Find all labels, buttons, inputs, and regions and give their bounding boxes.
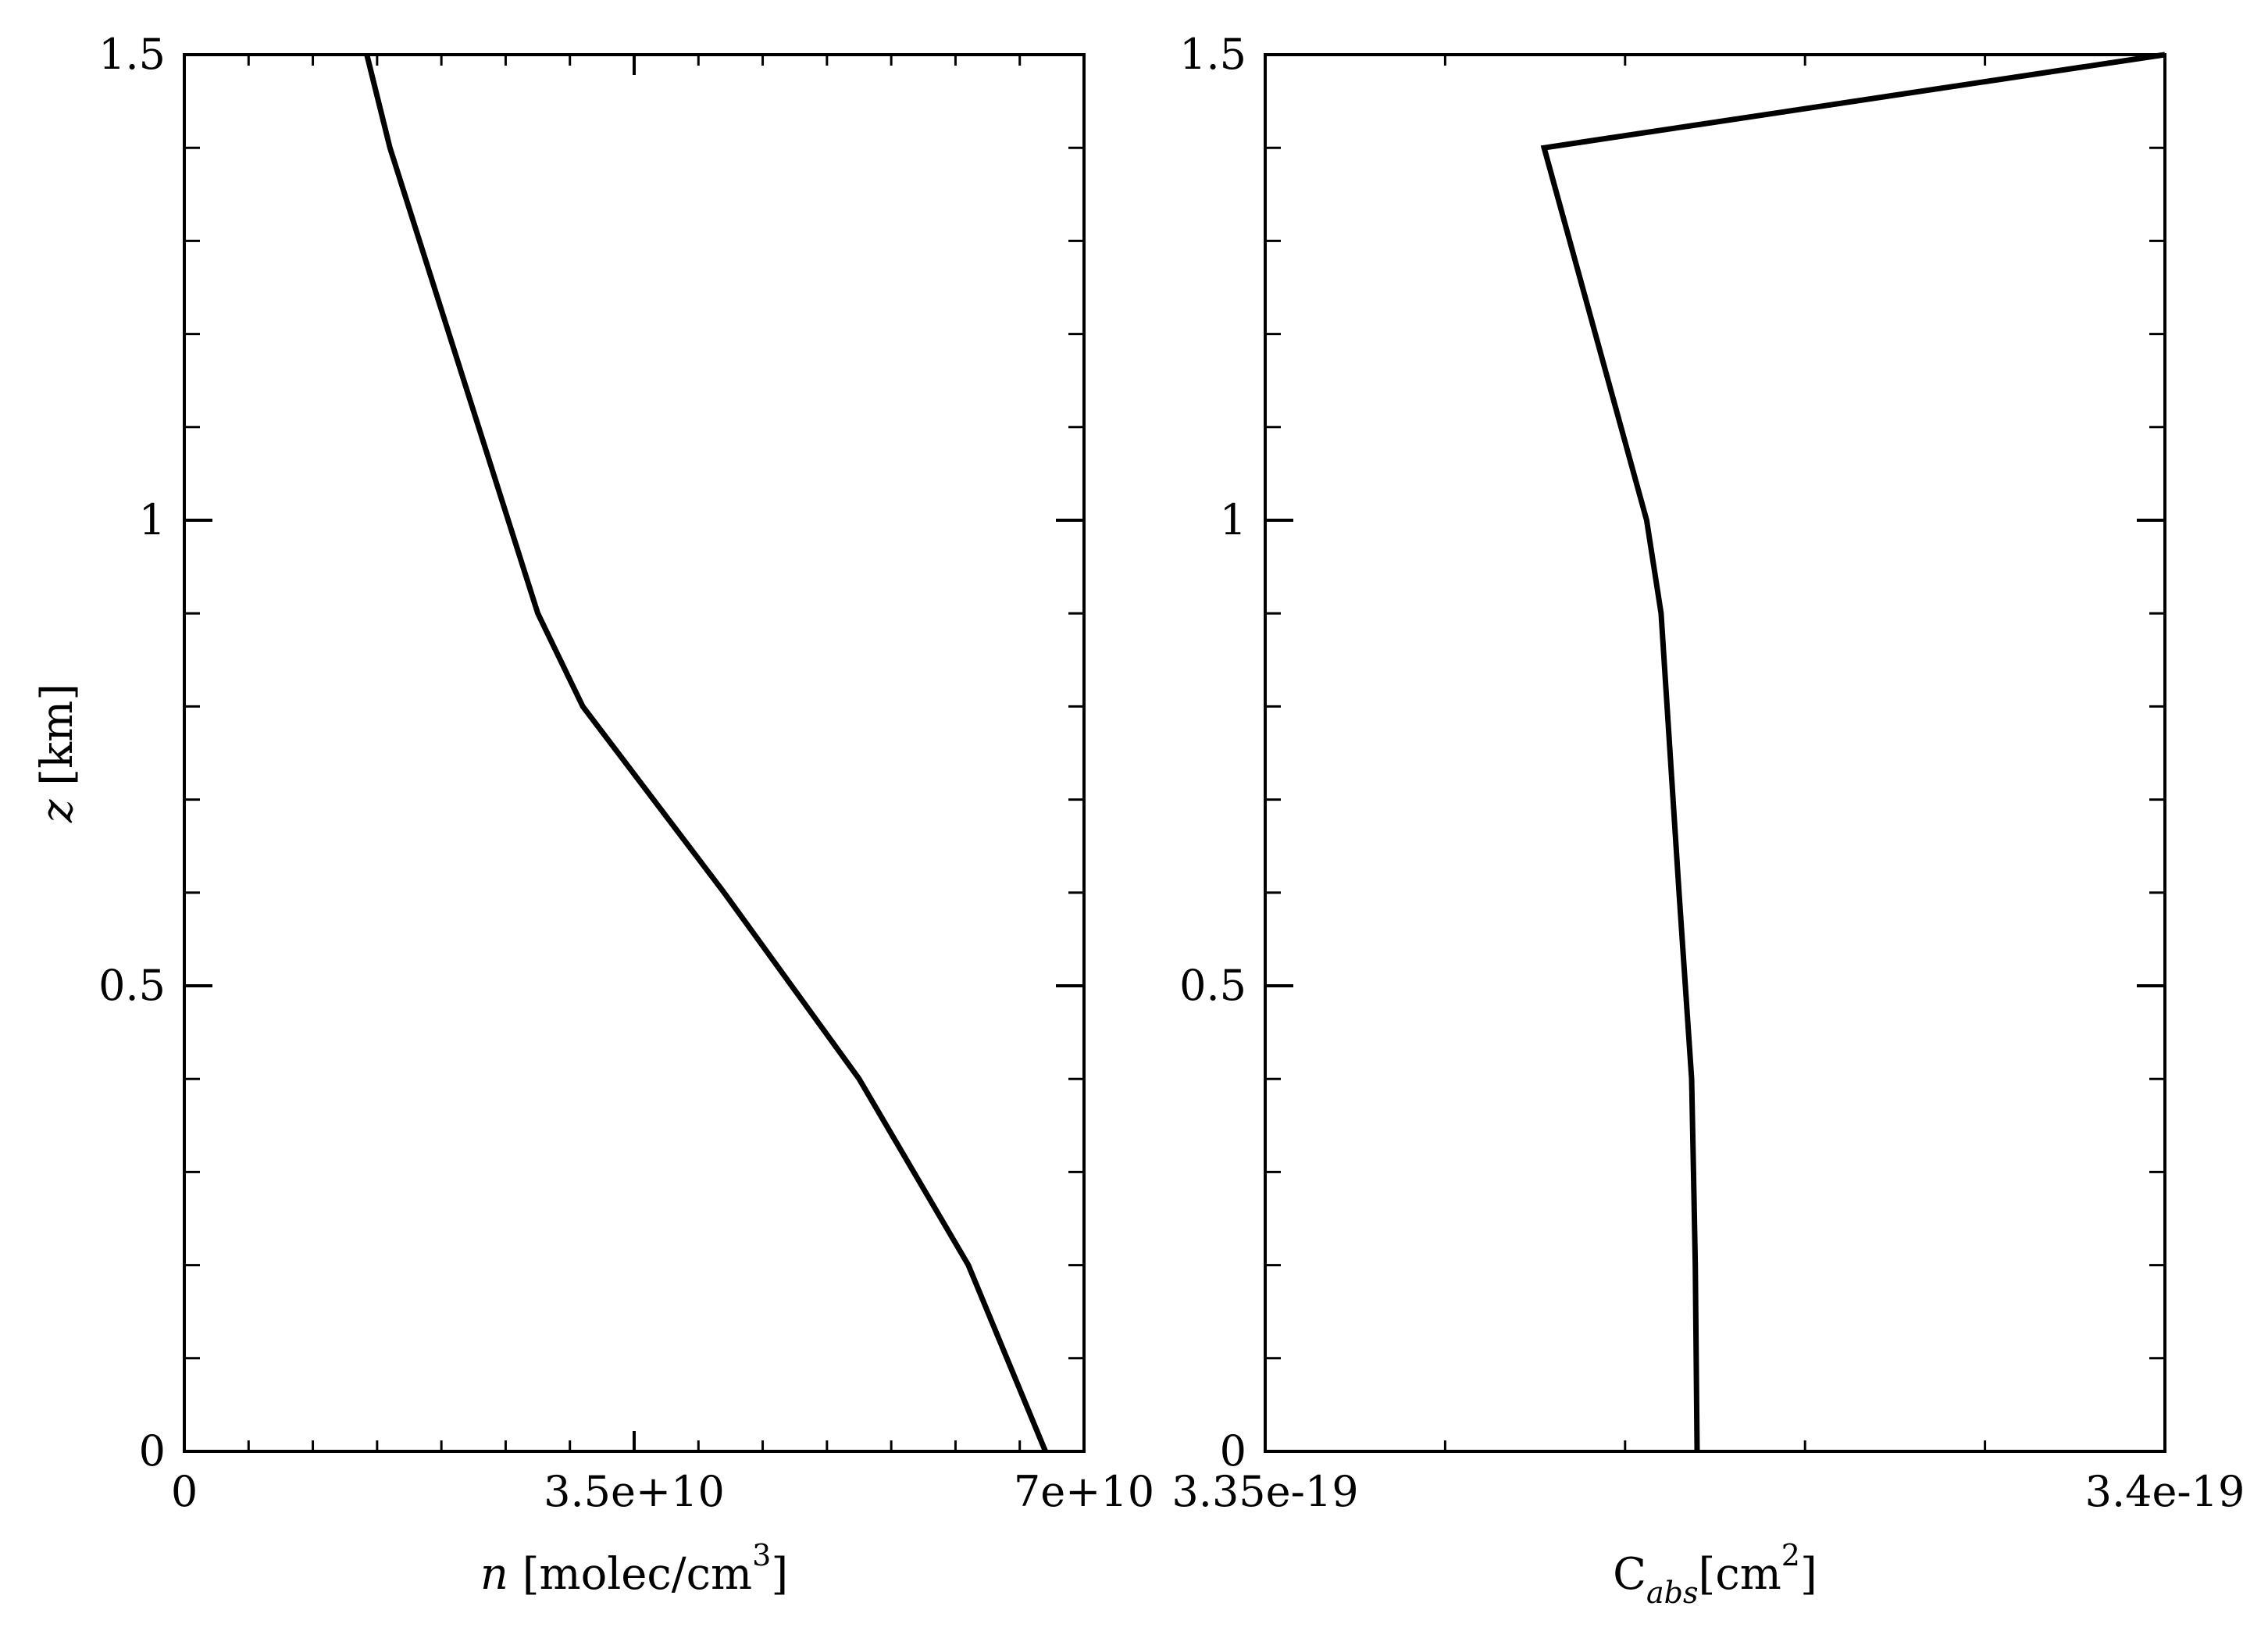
x-axis-label-sup: 3 <box>752 1538 771 1572</box>
y-tick-label: 0 <box>1220 1426 1246 1476</box>
x-tick-label: 7e+10 <box>1014 1467 1154 1516</box>
x-axis-label: Cabs[cm2] <box>1613 1538 1817 1610</box>
y-minor-ticks <box>184 146 1084 1360</box>
x-tick-label: 0 <box>171 1467 198 1516</box>
density-series-line <box>364 54 1048 1453</box>
y-axis-label-var: z <box>32 799 83 823</box>
y-tick-label: 0 <box>139 1426 166 1476</box>
plot-frame <box>1264 53 2166 1453</box>
y-tick-label: 1.5 <box>98 30 166 79</box>
x-axis-label-var: C <box>1613 1549 1646 1600</box>
y-tick-label: 1.5 <box>1179 30 1246 79</box>
tick-labels: 3.35e-19 3.4e-19 0 0.5 1 1.5 <box>1171 30 2245 1516</box>
y-tick-label: 1 <box>139 495 166 544</box>
x-axis-label-var: n <box>480 1549 508 1600</box>
y-tick-label: 1 <box>1220 495 1246 544</box>
x-axis-label-close: ] <box>1800 1549 1817 1600</box>
x-axis-label-close: ] <box>771 1549 788 1600</box>
y-axis-label-unit: [km] <box>32 683 83 800</box>
x-axis-label-sup: 2 <box>1781 1538 1800 1572</box>
y-minor-ticks <box>1265 146 2165 1360</box>
y-tick-label: 0.5 <box>98 961 166 1010</box>
tick-labels: 0 3.5e+10 7e+10 0 0.5 1 1.5 <box>98 30 1154 1516</box>
major-ticks <box>183 53 1086 1453</box>
x-tick-label: 3.4e-19 <box>2085 1467 2245 1516</box>
x-axis-label-unit: [molec/cm <box>508 1549 752 1600</box>
density-profile-panel: 0 3.5e+10 7e+10 0 0.5 1 1.5 z [km] n [molec/cm… <box>32 30 1154 1600</box>
y-axis-label: z [km] <box>32 683 83 823</box>
major-ticks <box>1264 53 2166 1453</box>
x-tick-label: 3.5e+10 <box>544 1467 725 1516</box>
plot-frame <box>183 53 1086 1453</box>
x-minor-ticks <box>1443 55 1987 1451</box>
x-axis-label-unit: [cm <box>1698 1549 1781 1600</box>
x-minor-ticks <box>247 55 1022 1451</box>
x-tick-label: 3.35e-19 <box>1171 1467 1358 1516</box>
cross-section-series-line <box>1540 52 2166 1452</box>
y-tick-label: 0.5 <box>1179 961 1246 1010</box>
x-axis-label: n [molec/cm3] <box>480 1538 788 1600</box>
x-axis-label-sub: abs <box>1646 1576 1698 1610</box>
cross-section-panel: 3.35e-19 3.4e-19 0 0.5 1 1.5 Cabs[cm2] <box>1171 30 2245 1610</box>
